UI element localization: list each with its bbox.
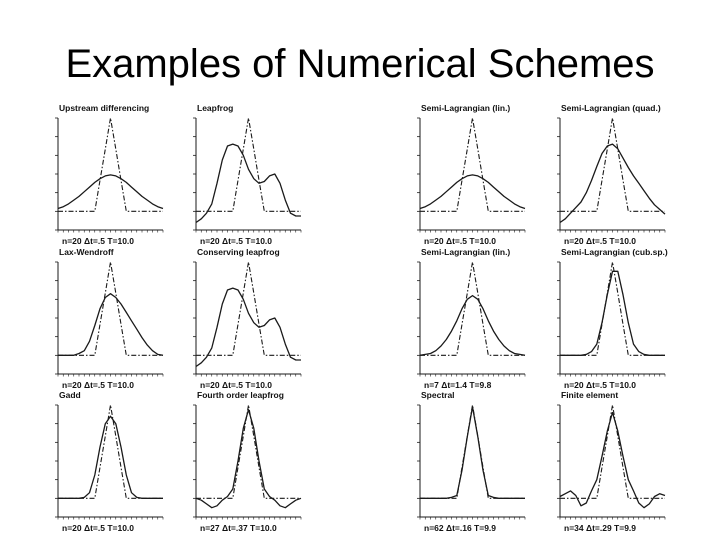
panel-params: n=62 Δt=.16 T=9.9 [424,523,496,533]
panel-title: Finite element [561,390,618,400]
panel-params: n=20 Δt=.5 T=10.0 [62,380,134,390]
exact-solution-line [560,261,665,356]
panel-title: Upstream differencing [59,103,149,113]
panel-2: Leapfrog n=20 Δt=.5 T=10.0 [193,103,302,246]
panel-params: n=20 Δt=.5 T=10.0 [564,236,636,246]
slide-title: Examples of Numerical Schemes [65,42,655,86]
exact-solution-line [420,404,525,499]
panel-10: Fourth order leapfrog n=27 Δt=.37 T=10.0 [193,390,302,533]
panel-params: n=20 Δt=.5 T=10.0 [200,236,272,246]
panel-params: n=20 Δt=.5 T=10.0 [424,236,496,246]
panel-params: n=20 Δt=.5 T=10.0 [564,380,636,390]
panel-title: Fourth order leapfrog [197,390,284,400]
panel-3: Semi-Lagrangian (lin.) n=20 Δt=.5 T=10.0 [417,103,526,246]
exact-solution-line [58,261,163,356]
panel-title: Gadd [59,390,81,400]
exact-solution-line [420,117,525,212]
exact-solution-line [58,404,163,499]
exact-solution-line [196,117,301,212]
panel-params: n=20 Δt=.5 T=10.0 [200,380,272,390]
numerical-solution-line [195,143,301,224]
panel-7: Semi-Lagrangian (lin.) n=7 Δt=1.4 T=9.8 [417,247,526,390]
panel-11: Spectral n=62 Δt=.16 T=9.9 [417,390,526,533]
panel-1: Upstream differencing n=20 Δt=.5 T=10.0 [55,103,164,246]
panel-params: n=20 Δt=.5 T=10.0 [62,236,134,246]
panel-title: Semi-Lagrangian (lin.) [421,247,510,257]
exact-solution-line [420,261,525,356]
numerical-solution-line [58,293,164,356]
numerical-solution-line [419,294,526,356]
panel-title: Conserving leapfrog [197,247,280,257]
panel-6: Conserving leapfrog n=20 Δt=.5 T=10.0 [193,247,302,390]
panel-4: Semi-Lagrangian (quad.) n=20 Δt=.5 T=10.0 [557,103,666,246]
panel-title: Semi-Lagrangian (lin.) [421,103,510,113]
numerical-solution-line [559,411,666,509]
panel-title: Lax-Wendroff [59,247,114,257]
panel-8: Semi-Lagrangian (cub.sp.) n=20 Δt=.5 T=10… [557,247,668,390]
exact-solution-line [560,117,665,212]
exact-solution-line [196,261,301,356]
numerical-solution-line [560,270,665,356]
panel-5: Lax-Wendroff n=20 Δt=.5 T=10.0 [55,247,164,390]
numerical-solution-line [420,406,525,499]
numerical-solution-line [419,174,526,210]
panel-params: n=20 Δt=.5 T=10.0 [62,523,134,533]
panel-params: n=34 Δt=.29 T=9.9 [564,523,636,533]
panel-title: Spectral [421,390,455,400]
exact-solution-line [196,404,301,499]
exact-solution-line [560,404,665,499]
panel-9: Gadd n=20 Δt=.5 T=10.0 [55,390,164,533]
panel-12: Finite element n=34 Δt=.29 T=9.9 [557,390,666,533]
numerical-solution-line [195,287,301,368]
numerical-solution-line [57,174,164,210]
numerical-solution-line [559,143,666,224]
panel-title: Semi-Lagrangian (quad.) [561,103,661,113]
numerical-solution-line [58,415,163,499]
panel-title: Leapfrog [197,103,233,113]
panel-title: Semi-Lagrangian (cub.sp.) [561,247,668,257]
panel-params: n=7 Δt=1.4 T=9.8 [424,380,492,390]
numerical-solution-line [195,409,302,509]
panel-params: n=27 Δt=.37 T=10.0 [200,523,277,533]
exact-solution-line [58,117,163,212]
